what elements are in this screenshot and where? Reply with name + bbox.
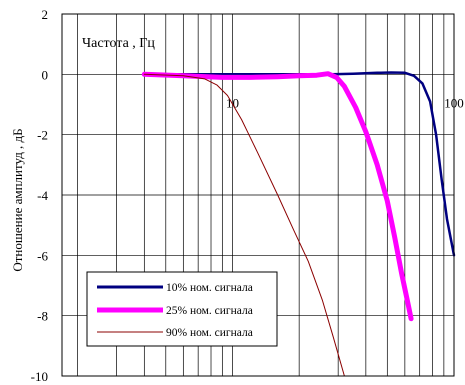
series-line — [141, 71, 414, 322]
y-tick-label: -6 — [37, 248, 48, 263]
y-tick-label: -8 — [37, 309, 48, 324]
x-axis-label: Частота , Гц — [82, 36, 155, 51]
series-line — [143, 73, 345, 377]
y-axis-ticks: 2 0 -2 -4 -6 -8 -10 — [31, 7, 49, 384]
plot-frame — [61, 13, 455, 377]
y-tick-label: -2 — [37, 128, 48, 143]
y-tick-label: 0 — [42, 67, 49, 82]
y-tick-label: -4 — [37, 188, 48, 203]
series-group — [141, 71, 456, 377]
legend-label-25: 25% ном. сигнала — [166, 305, 253, 317]
legend: 10% ном. сигнала 25% ном. сигнала 90% но… — [86, 271, 278, 347]
legend-label-10: 10% ном. сигнала — [166, 282, 253, 294]
y-axis-label: Отношение амплитуд , дБ — [10, 128, 25, 271]
x-tick-label: 10 — [226, 95, 239, 110]
y-tick-label: 2 — [42, 7, 49, 22]
legend-label-90: 90% ном. сигнала — [166, 327, 253, 339]
y-tick-label: -10 — [31, 369, 48, 384]
